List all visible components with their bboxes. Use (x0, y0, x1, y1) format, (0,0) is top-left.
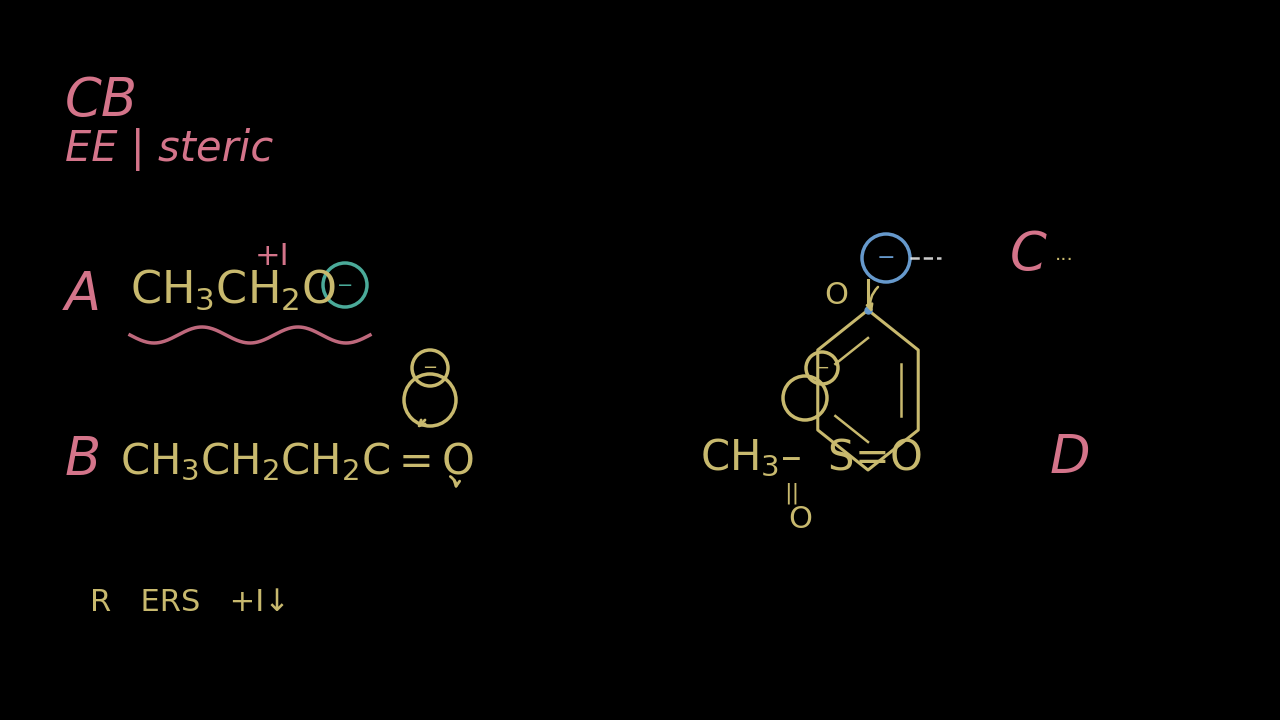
Text: O: O (788, 505, 812, 534)
Text: $\mathregular{CH_3CH_2CH_2C{=}O}$: $\mathregular{CH_3CH_2CH_2C{=}O}$ (120, 441, 474, 483)
Text: O: O (824, 282, 849, 310)
Text: A: A (65, 269, 101, 321)
Text: $\mathregular{CH_3}$–  S=O: $\mathregular{CH_3}$– S=O (700, 437, 922, 479)
Text: C: C (1010, 229, 1047, 281)
Text: −: − (337, 276, 353, 294)
Text: CB: CB (65, 75, 138, 127)
Text: B: B (65, 434, 101, 486)
Text: −: − (815, 359, 829, 377)
Text: R   ERS   +I↓: R ERS +I↓ (90, 588, 289, 617)
Text: ||: || (785, 482, 800, 504)
Text: EE | steric: EE | steric (65, 128, 273, 171)
Text: −: − (422, 359, 438, 377)
Text: D: D (1050, 432, 1091, 484)
Text: −: − (877, 248, 895, 268)
Text: ...: ... (1055, 246, 1074, 264)
Text: $\mathregular{CH_3CH_2O}$: $\mathregular{CH_3CH_2O}$ (131, 268, 337, 312)
Text: +I: +I (255, 242, 289, 271)
